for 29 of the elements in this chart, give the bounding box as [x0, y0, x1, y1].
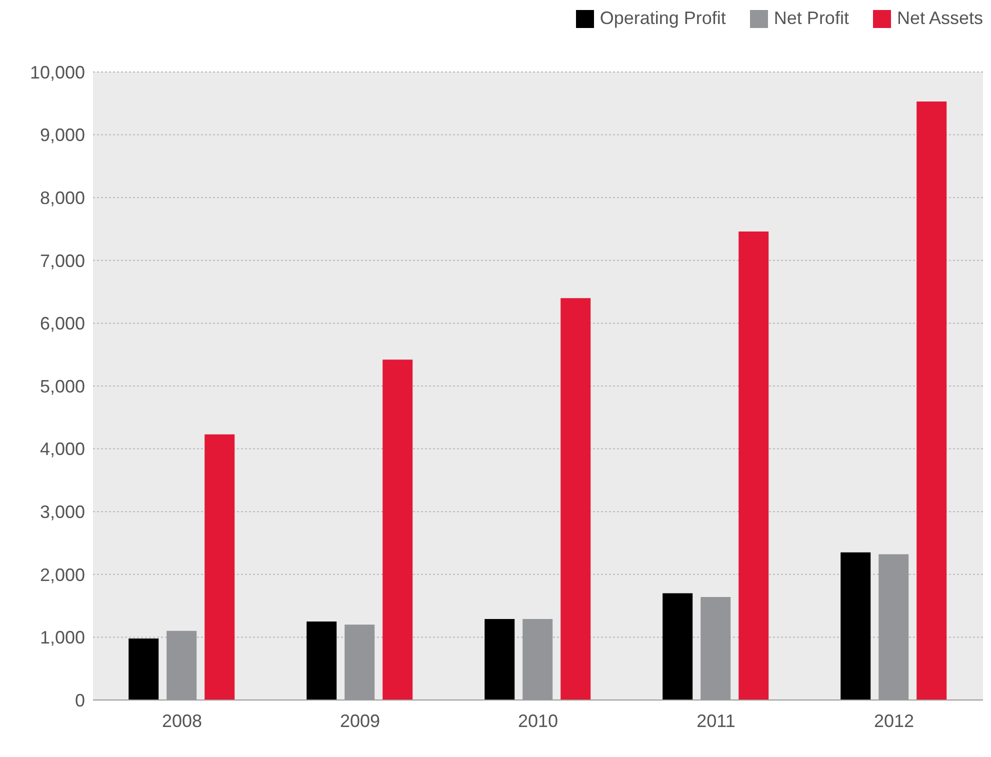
y-tick-label: 2,000: [40, 564, 85, 585]
y-tick-label: 3,000: [40, 502, 85, 522]
y-tick-label: 8,000: [40, 188, 85, 208]
y-tick-label: 0: [74, 690, 85, 710]
bar: [916, 102, 947, 700]
x-tick-label: 2010: [518, 710, 558, 731]
bar: [738, 232, 769, 700]
y-tick-label: 10,000: [30, 62, 85, 82]
bar: [306, 622, 337, 700]
bar: [560, 298, 591, 700]
bar: [204, 434, 235, 700]
bar: [662, 593, 693, 700]
x-tick-label: 2009: [340, 710, 380, 731]
x-tick-label: 2011: [696, 710, 736, 731]
bar: [382, 360, 413, 700]
legend-label: Net Assets: [896, 8, 983, 29]
legend-label: Operating Profit: [600, 8, 726, 29]
y-tick-label: 9,000: [40, 125, 85, 146]
bar: [840, 552, 871, 700]
bar: [128, 638, 159, 700]
y-tick-label: 4,000: [40, 439, 85, 460]
y-tick-label: 5,000: [40, 376, 85, 396]
x-tick-label: 2012: [874, 710, 914, 731]
y-tick-label: 1,000: [40, 628, 85, 648]
bar: [484, 618, 515, 700]
legend-label: Net Profit: [774, 8, 849, 29]
y-tick-label: 7,000: [40, 250, 85, 271]
x-tick-label: 2008: [162, 710, 202, 731]
y-tick-label: 6,000: [40, 314, 85, 334]
